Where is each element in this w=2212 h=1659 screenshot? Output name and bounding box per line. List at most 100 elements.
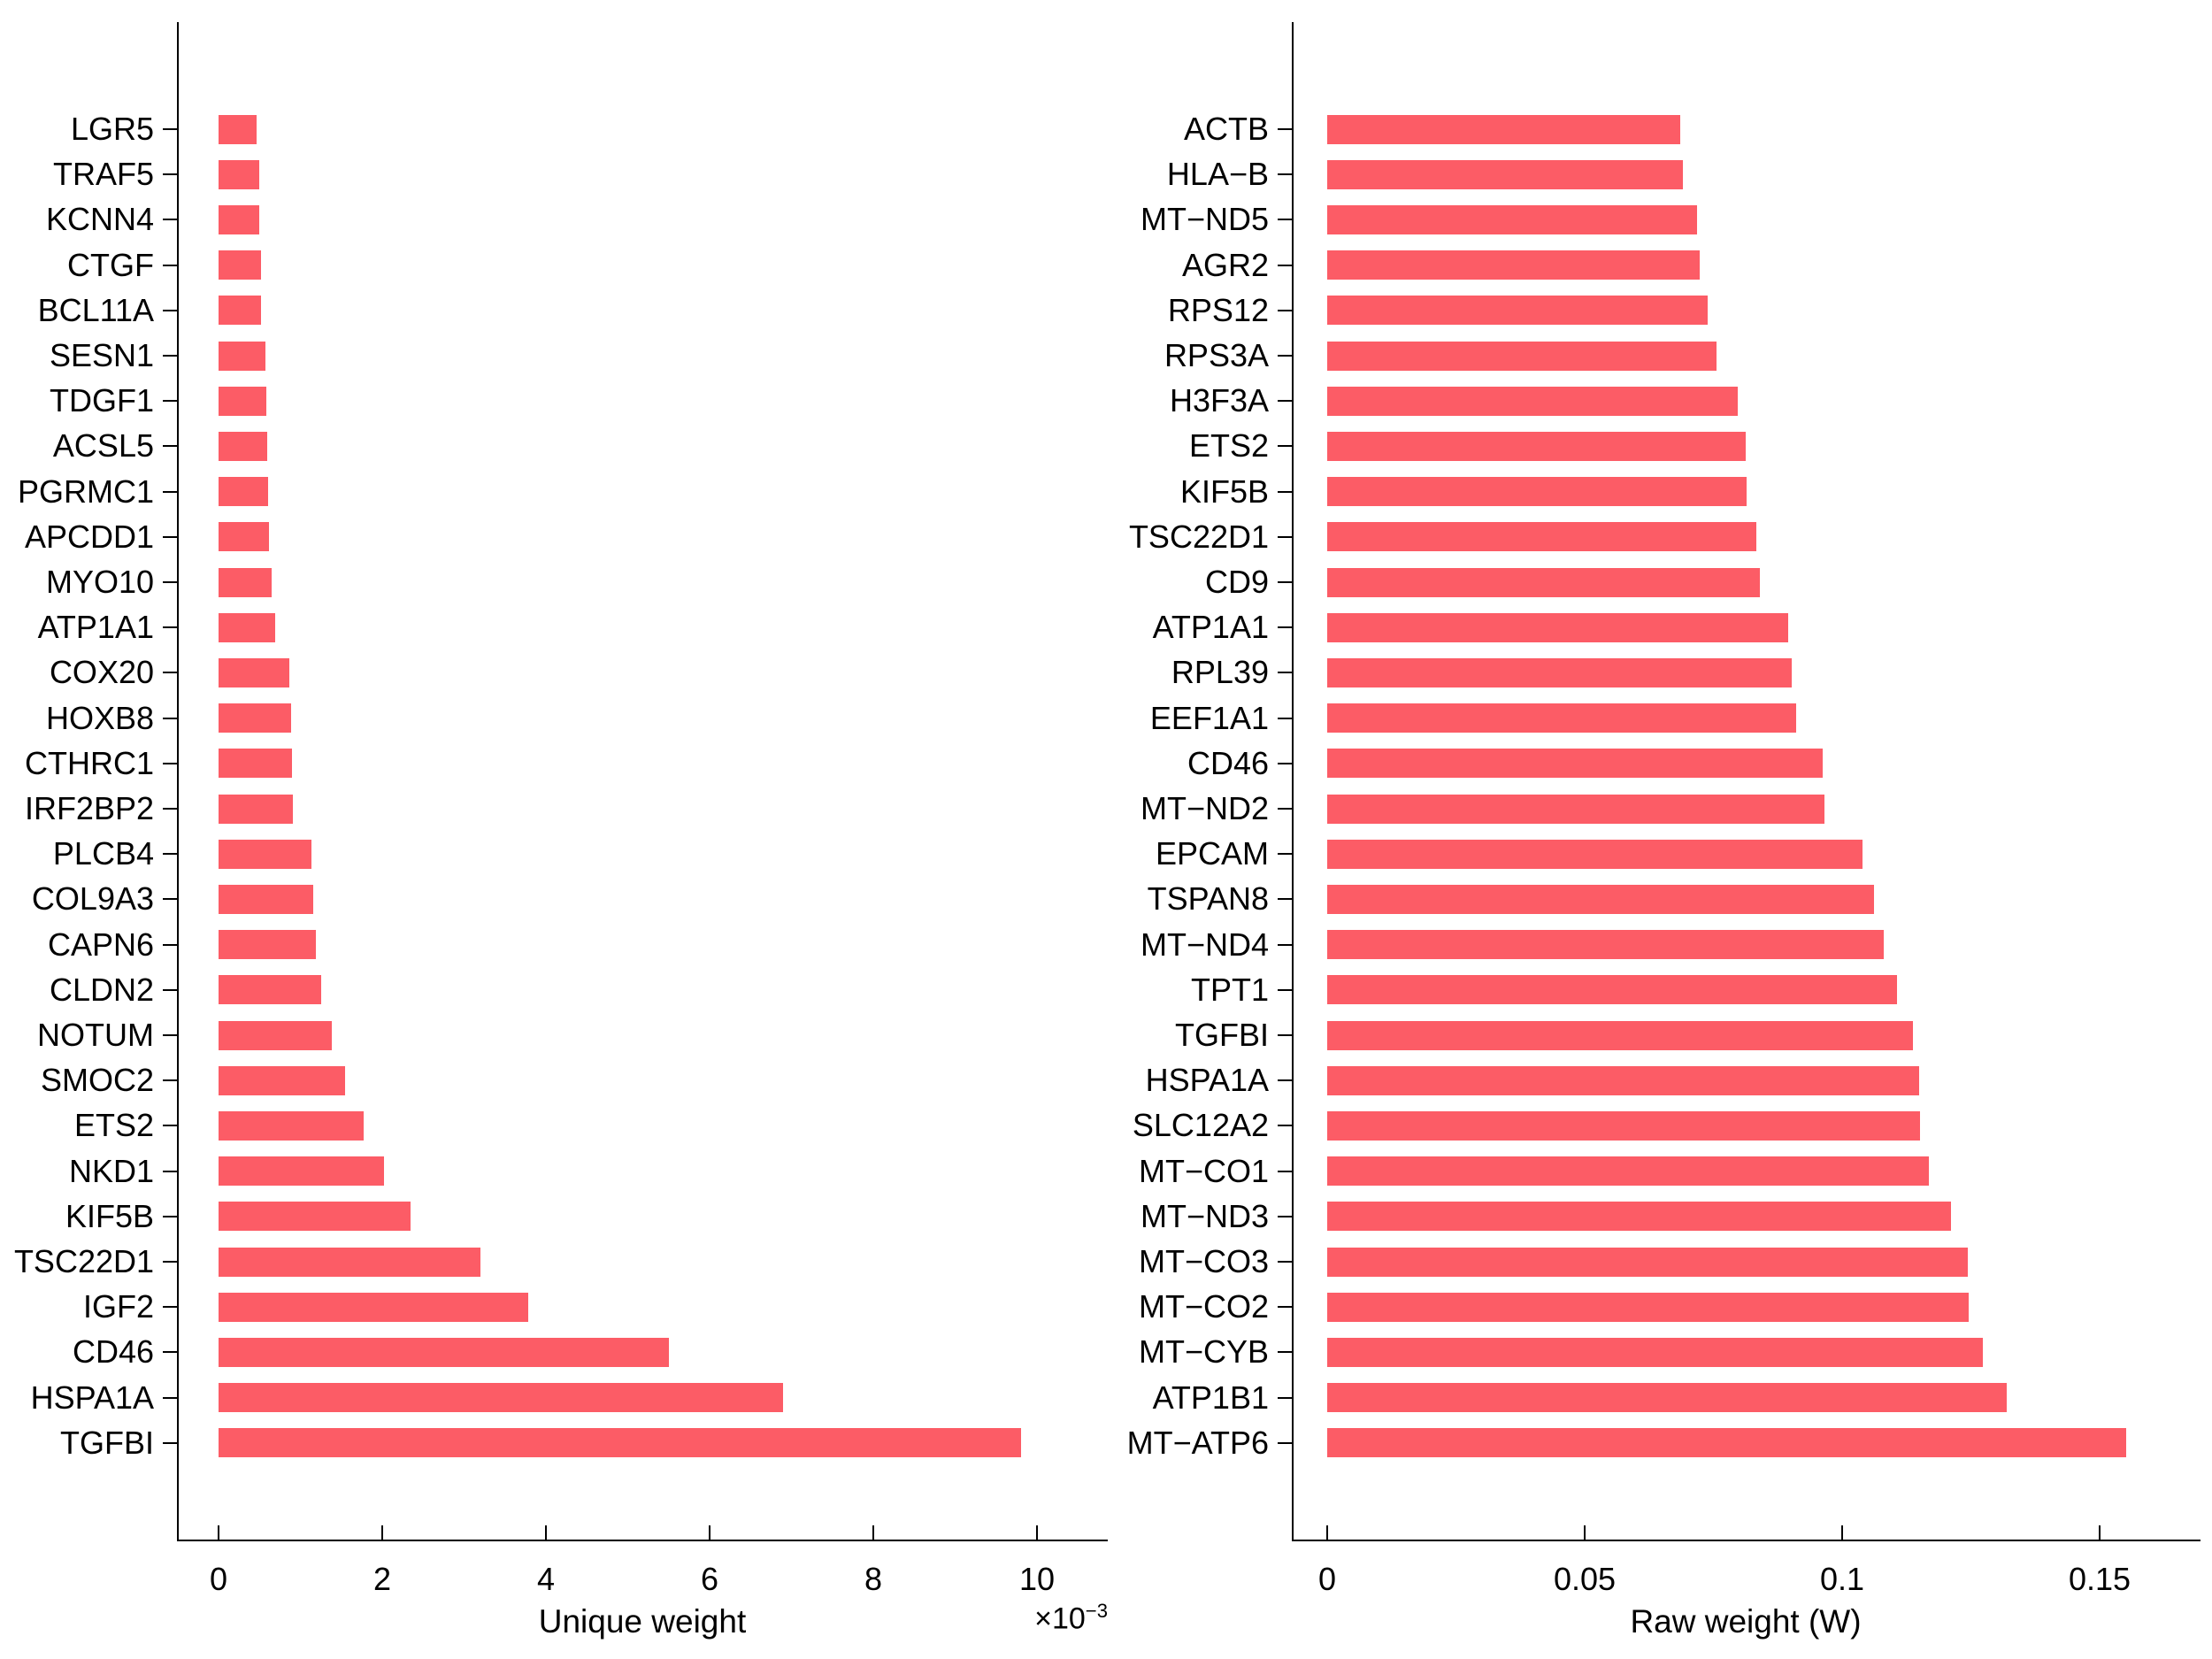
y-axis-label: COL9A3 (31, 880, 154, 918)
x-tick-mark (2099, 1525, 2101, 1540)
left-x-axis-multiplier: ×10−3 (842, 1600, 1108, 1636)
y-axis-label: IRF2BP2 (24, 790, 154, 826)
y-tick-mark (163, 128, 177, 130)
x-tick-label: 10 (1018, 1561, 1056, 1597)
bar (1327, 1292, 1969, 1322)
y-tick-mark (163, 219, 177, 221)
x-tick-mark (381, 1525, 383, 1540)
x-tick-mark (1584, 1525, 1586, 1540)
y-axis-label: CAPN6 (47, 926, 154, 963)
y-tick-mark (1278, 898, 1292, 901)
bar (219, 749, 292, 779)
y-tick-mark (1278, 1215, 1292, 1217)
y-axis-label: ATP1A1 (1152, 609, 1269, 646)
bar (1327, 341, 1717, 371)
y-tick-mark (1278, 490, 1292, 493)
x-tick-mark (218, 1525, 219, 1540)
y-tick-mark (163, 445, 177, 448)
bar (219, 1020, 332, 1050)
bar (219, 1156, 384, 1187)
bar (219, 477, 268, 507)
y-axis-label: MT−ND4 (1140, 926, 1269, 963)
bar (1327, 975, 1897, 1005)
y-tick-mark (1278, 1125, 1292, 1127)
bar (1327, 1202, 1951, 1232)
bar (1327, 657, 1792, 687)
y-tick-mark (163, 1034, 177, 1036)
y-tick-mark (163, 717, 177, 719)
bar (1327, 612, 1788, 642)
x-tick-label: 2 (373, 1561, 392, 1597)
y-tick-mark (1278, 1351, 1292, 1354)
y-axis-label: IGF2 (82, 1288, 154, 1325)
y-tick-mark (1278, 1396, 1292, 1399)
y-axis-label: ETS2 (73, 1107, 154, 1144)
y-tick-mark (1278, 943, 1292, 946)
y-tick-mark (1278, 264, 1292, 266)
x-tick-label: 0 (209, 1561, 228, 1597)
y-axis-label: CD46 (1187, 744, 1269, 781)
y-tick-mark (1278, 581, 1292, 583)
y-axis-label: MT−ND2 (1140, 790, 1269, 826)
y-axis-label: ETS2 (1188, 427, 1269, 465)
bar (219, 1337, 669, 1367)
y-axis-label: KIF5B (1179, 472, 1269, 510)
bar (219, 839, 311, 869)
y-axis-label: COX20 (49, 654, 154, 691)
y-axis-label: TGFBI (60, 1424, 154, 1461)
bar (219, 657, 289, 687)
y-axis-label: MT−ND5 (1140, 201, 1269, 238)
bar (1327, 386, 1738, 416)
bar (219, 114, 257, 144)
x-tick-mark (1326, 1525, 1328, 1540)
y-axis-label: RPL39 (1171, 654, 1269, 691)
y-axis-label: SLC12A2 (1132, 1107, 1269, 1144)
y-axis-label: H3F3A (1169, 382, 1269, 419)
y-axis-label: APCDD1 (24, 518, 154, 555)
bar (219, 975, 321, 1005)
y-axis-label: HOXB8 (45, 699, 154, 736)
y-axis-label: KCNN4 (45, 201, 154, 238)
multiplier-exponent: −3 (1085, 1600, 1108, 1622)
bar (1327, 204, 1697, 234)
bar (219, 567, 272, 597)
y-axis-line (177, 22, 179, 1541)
y-tick-mark (163, 1306, 177, 1309)
bar (1327, 930, 1884, 960)
bar (219, 1110, 364, 1141)
y-axis-label: TGFBI (1175, 1017, 1269, 1053)
y-axis-line (1292, 22, 1294, 1541)
x-tick-label: 0 (1317, 1561, 1337, 1597)
y-axis-label: CD46 (72, 1333, 154, 1371)
bar (1327, 1020, 1913, 1050)
y-tick-mark (163, 762, 177, 764)
y-tick-mark (163, 1125, 177, 1127)
bar (1327, 703, 1796, 733)
y-tick-mark (163, 173, 177, 176)
y-tick-mark (163, 672, 177, 674)
bar (219, 794, 293, 824)
bar (1327, 839, 1863, 869)
y-tick-mark (1278, 309, 1292, 311)
y-axis-label: MT−CYB (1138, 1333, 1269, 1371)
y-axis-label: HSPA1A (1145, 1062, 1269, 1099)
y-tick-mark (163, 626, 177, 629)
y-tick-mark (163, 1261, 177, 1263)
y-tick-mark (1278, 219, 1292, 221)
y-tick-mark (1278, 988, 1292, 991)
y-axis-label: TPT1 (1190, 971, 1269, 1008)
x-tick-label: 6 (700, 1561, 719, 1597)
y-tick-mark (1278, 1441, 1292, 1444)
y-tick-mark (1278, 1306, 1292, 1309)
y-axis-label: NKD1 (68, 1152, 154, 1189)
bar (219, 1428, 1021, 1458)
bar (219, 431, 267, 461)
y-tick-mark (1278, 1261, 1292, 1263)
x-tick-label: 0.05 (1553, 1561, 1617, 1597)
y-tick-mark (1278, 128, 1292, 130)
bar (219, 1292, 528, 1322)
bar (219, 703, 291, 733)
y-axis-label: TSC22D1 (1128, 518, 1269, 555)
y-tick-mark (163, 1351, 177, 1354)
bar (219, 159, 259, 189)
